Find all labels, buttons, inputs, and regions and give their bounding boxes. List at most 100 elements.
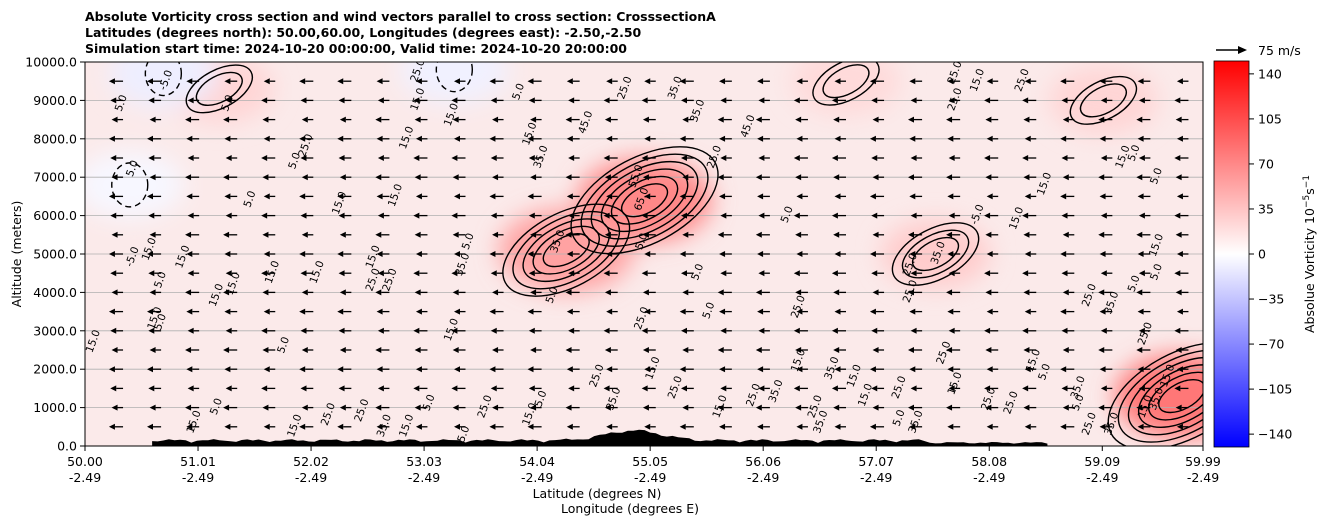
contour-label: 5.0	[242, 189, 259, 209]
wind-vector-head	[186, 308, 193, 315]
wind-vector-head	[1176, 193, 1183, 200]
wind-vector-head	[719, 366, 726, 373]
wind-vector-head	[1137, 423, 1144, 430]
wind-vector-head	[489, 135, 496, 142]
wind-vector-head	[1062, 231, 1069, 238]
wind-vector-head	[261, 97, 268, 104]
wind-vector-head	[717, 404, 724, 411]
wind-vector-head	[948, 270, 955, 277]
contour-line	[590, 160, 699, 240]
y-tick-label: 10000.0	[25, 55, 77, 70]
wind-vector-head	[908, 404, 915, 411]
wind-vector-head	[831, 212, 838, 219]
wind-vector-head	[223, 347, 230, 353]
wind-vector-head	[492, 347, 499, 353]
wind-vector-head	[338, 385, 345, 392]
wind-vector-head	[946, 116, 953, 123]
wind-vector-head	[566, 78, 573, 85]
wind-vector-head	[566, 366, 573, 373]
wind-vector-head	[606, 366, 613, 373]
wind-vector-head	[413, 212, 420, 219]
wind-vector-head	[1176, 366, 1183, 373]
wind-vector-head	[490, 212, 497, 219]
wind-vector-head	[606, 308, 613, 315]
wind-vector-head	[414, 231, 421, 238]
x-tick-label-lat: 52.02	[293, 454, 329, 469]
wind-vector-head	[1175, 289, 1182, 296]
wind-vector-head	[909, 366, 916, 373]
wind-vector-head	[1098, 347, 1105, 353]
wind-vector-head	[148, 155, 155, 161]
contour-label: 5.0	[891, 408, 908, 428]
wind-vector-head	[872, 289, 879, 296]
wind-vector-head	[300, 270, 307, 277]
wind-vector-head	[413, 155, 420, 161]
wind-vector-head	[415, 78, 422, 85]
wind-vector-head	[1137, 366, 1144, 373]
wind-vector-head	[185, 116, 192, 123]
wind-vector-head	[490, 327, 497, 334]
wind-vector-head	[910, 327, 917, 334]
wind-vector-head	[1174, 97, 1181, 104]
x-tick-label-lat: 57.07	[858, 454, 894, 469]
wind-vector-head	[679, 135, 686, 142]
wind-vector-head	[717, 289, 724, 296]
wind-vector-head	[301, 289, 308, 296]
wind-vector-head	[530, 347, 537, 353]
wind-vector-head	[604, 231, 611, 238]
wind-vector-head	[74, 193, 80, 199]
wind-vector-head	[793, 155, 800, 161]
wind-vector-head	[1136, 404, 1143, 411]
wind-vector-head	[1060, 308, 1067, 315]
wind-vector-head	[454, 78, 461, 85]
title-line-1: Absolute Vorticity cross section and win…	[85, 9, 716, 24]
wind-vector-head	[681, 385, 688, 392]
wind-vector-head	[225, 155, 232, 161]
wind-vector-head	[148, 97, 155, 104]
wind-vector-head	[415, 366, 422, 373]
wind-vector-head	[528, 270, 535, 277]
wind-vector-head	[451, 327, 458, 334]
wind-vector-head	[530, 231, 537, 238]
wind-vector-head	[757, 193, 764, 200]
wind-vector-head	[376, 251, 383, 257]
wind-vector-head	[261, 327, 268, 334]
wind-vector-head	[796, 423, 803, 430]
wind-vector-head	[1024, 366, 1031, 373]
wind-vector-head	[527, 251, 534, 257]
wind-vector-head	[187, 270, 194, 277]
wind-vector-head	[720, 212, 727, 219]
wind-vector-head	[910, 212, 917, 219]
wind-vector-head	[1060, 78, 1067, 85]
wind-vector-head	[377, 212, 384, 219]
wind-vector-head	[1138, 270, 1145, 277]
wind-vector-head	[946, 231, 953, 238]
wind-vector-head	[1099, 308, 1106, 315]
wind-vector-head	[644, 251, 651, 257]
wind-vector-head	[565, 116, 572, 123]
colorbar-tick-label: 105	[1258, 111, 1282, 126]
wind-vector-head	[262, 174, 269, 181]
wind-vector-head	[644, 193, 651, 200]
wind-vector-head	[111, 289, 118, 296]
x-tick-label-lon: -2.49	[634, 470, 666, 485]
wind-vector-head	[377, 155, 384, 161]
wind-vector-head	[262, 347, 269, 353]
x-tick-label-lat: 58.08	[971, 454, 1007, 469]
wind-vector-head	[490, 385, 497, 392]
contour-label: 5.0	[1036, 362, 1053, 382]
wind-vector-head	[415, 308, 422, 315]
wind-vector-head	[795, 404, 802, 411]
wind-vector-head	[149, 289, 156, 296]
wind-vector-head	[795, 231, 802, 238]
wind-vector-head	[871, 327, 878, 334]
contour-label: 5.0	[689, 262, 706, 282]
wind-vector-head	[454, 135, 461, 142]
wind-vector-head	[337, 308, 344, 315]
wind-vector-head	[376, 308, 383, 315]
wind-vector-head	[454, 193, 461, 200]
wind-vector-head	[795, 174, 802, 181]
wind-vector-head	[415, 251, 422, 257]
wind-vector-head	[492, 404, 499, 411]
wind-vector-head	[681, 97, 688, 104]
